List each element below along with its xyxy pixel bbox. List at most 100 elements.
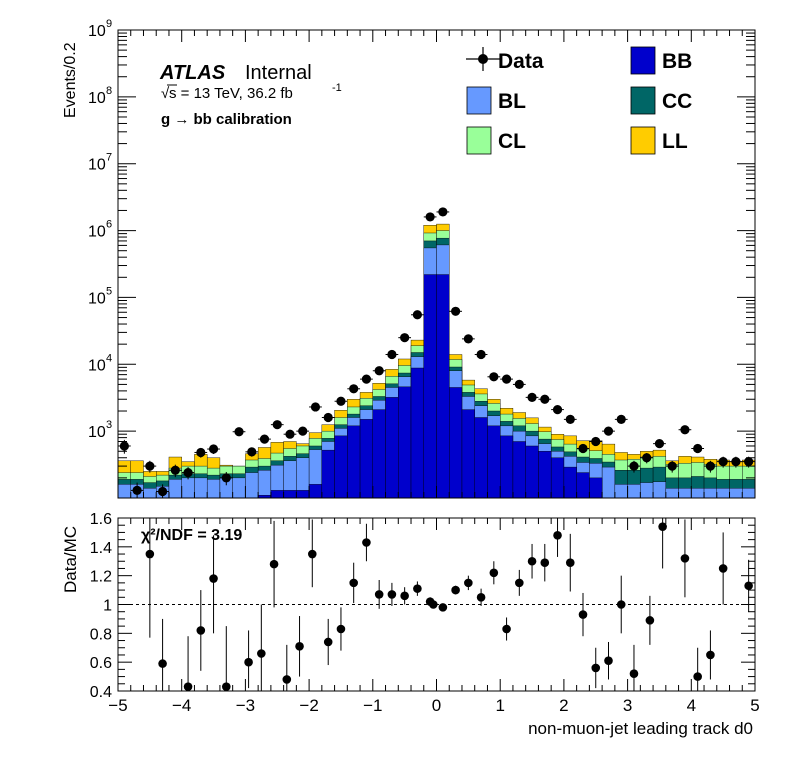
- ratio-point: [221, 626, 231, 691]
- ratio-point: [527, 543, 537, 579]
- data-point: [678, 425, 692, 435]
- data-point-marker: [170, 465, 180, 475]
- ratio-point: [362, 523, 371, 562]
- ratio-point-marker: [336, 624, 346, 634]
- legend-bb-swatch: [630, 46, 656, 75]
- data-point-marker: [591, 436, 601, 447]
- ratio-point: [209, 535, 218, 634]
- ratio-point-marker: [244, 657, 253, 667]
- data-point: [563, 414, 577, 424]
- ratio-point: [349, 562, 358, 604]
- data-point-marker: [642, 453, 652, 463]
- ratio-points: [145, 518, 753, 691]
- ratio-point-marker: [323, 637, 333, 647]
- ratio-point-marker: [591, 663, 601, 673]
- data-point-marker: [157, 486, 168, 497]
- energy-label: s = 13 TeV, 36.2 fb: [169, 85, 293, 102]
- ratio-point: [374, 579, 384, 609]
- legend-ll-swatch: [630, 126, 656, 155]
- hist-bar-bl: [194, 477, 208, 499]
- hist-bar-bb: [563, 466, 577, 499]
- ratio-point: [502, 617, 511, 641]
- legend-bl-label: BL: [498, 90, 526, 113]
- data-point-marker: [196, 447, 206, 458]
- ratio-point-marker: [645, 616, 655, 625]
- hist-bar-bl: [143, 488, 157, 499]
- ratio-point-marker: [464, 578, 473, 588]
- hist-bar-bb: [321, 449, 335, 499]
- data-points: [118, 207, 755, 498]
- ratio-point-marker: [209, 574, 218, 583]
- ratio-point-marker: [706, 650, 715, 660]
- data-point: [411, 310, 424, 320]
- main-y-tick-exponent: 8: [106, 85, 112, 97]
- data-point-marker: [680, 425, 690, 435]
- hist-bar-bb: [372, 409, 386, 499]
- data-point: [270, 420, 284, 430]
- hist-bar-bb: [576, 472, 590, 499]
- hist-bar-bb: [385, 397, 399, 499]
- ratio-x-tick-label: −1: [363, 696, 382, 715]
- ratio-x-tick-label: −2: [299, 696, 318, 715]
- data-point: [665, 460, 679, 473]
- ratio-point-marker: [527, 556, 537, 566]
- main-y-tick-label: 10: [88, 290, 106, 307]
- data-point: [551, 405, 564, 415]
- ratio-point-marker: [257, 649, 266, 658]
- main-y-tick-label: 10: [88, 357, 106, 374]
- data-point: [525, 392, 539, 402]
- ratio-point: [145, 518, 155, 638]
- main-y-tick-label: 10: [88, 157, 106, 174]
- data-point: [258, 434, 271, 444]
- main-y-axis-label: Events/0.2: [62, 42, 79, 118]
- data-point: [589, 436, 603, 447]
- data-point-marker: [259, 434, 270, 444]
- data-point: [627, 460, 641, 473]
- data-point-marker: [336, 396, 346, 406]
- ratio-point: [400, 587, 409, 605]
- main-y-tick-exponent: 9: [106, 18, 112, 30]
- ratio-point-marker: [295, 642, 304, 651]
- data-point: [181, 467, 195, 480]
- data-point: [194, 447, 208, 458]
- data-point-marker: [221, 473, 231, 483]
- legend-cl: CL: [466, 126, 526, 155]
- stacked-histogram: [117, 223, 756, 499]
- ratio-point: [604, 641, 613, 680]
- data-point: [653, 439, 666, 449]
- ratio-point: [693, 647, 702, 691]
- data-point-marker: [400, 333, 410, 343]
- data-point: [207, 444, 220, 455]
- main-y-tick-exponent: 7: [106, 152, 112, 164]
- hist-bar-bb: [512, 441, 526, 499]
- hist-bar-bb: [308, 484, 323, 499]
- data-point-marker: [298, 426, 308, 436]
- data-point: [321, 412, 335, 423]
- ratio-point: [718, 532, 728, 605]
- ratio-point-marker: [680, 554, 690, 563]
- data-point-marker: [349, 384, 359, 394]
- data-point-marker: [514, 379, 524, 390]
- data-point-marker: [629, 461, 639, 471]
- data-point-marker: [145, 461, 155, 471]
- data-point-marker: [374, 366, 384, 376]
- data-point: [640, 453, 654, 464]
- ratio-point-marker: [400, 591, 409, 601]
- atlas-sublabel: Internal: [245, 62, 312, 84]
- hist-bar-bl: [652, 481, 667, 499]
- hist-bar-bb: [525, 445, 539, 499]
- data-point: [716, 456, 730, 468]
- data-point: [398, 333, 412, 343]
- legend-cc-swatch: [630, 86, 656, 115]
- legend-cl-label: CL: [498, 130, 526, 153]
- ratio-point: [282, 644, 292, 691]
- hist-bar-bb: [500, 435, 514, 499]
- ratio-point-marker: [282, 675, 292, 684]
- hist-bar-bb: [589, 477, 603, 499]
- hist-bar-bl: [678, 488, 692, 499]
- ratio-point: [158, 618, 167, 691]
- ratio-x-tick-label: 0: [432, 696, 441, 715]
- hist-bar-bl: [601, 466, 616, 499]
- data-point: [296, 426, 310, 436]
